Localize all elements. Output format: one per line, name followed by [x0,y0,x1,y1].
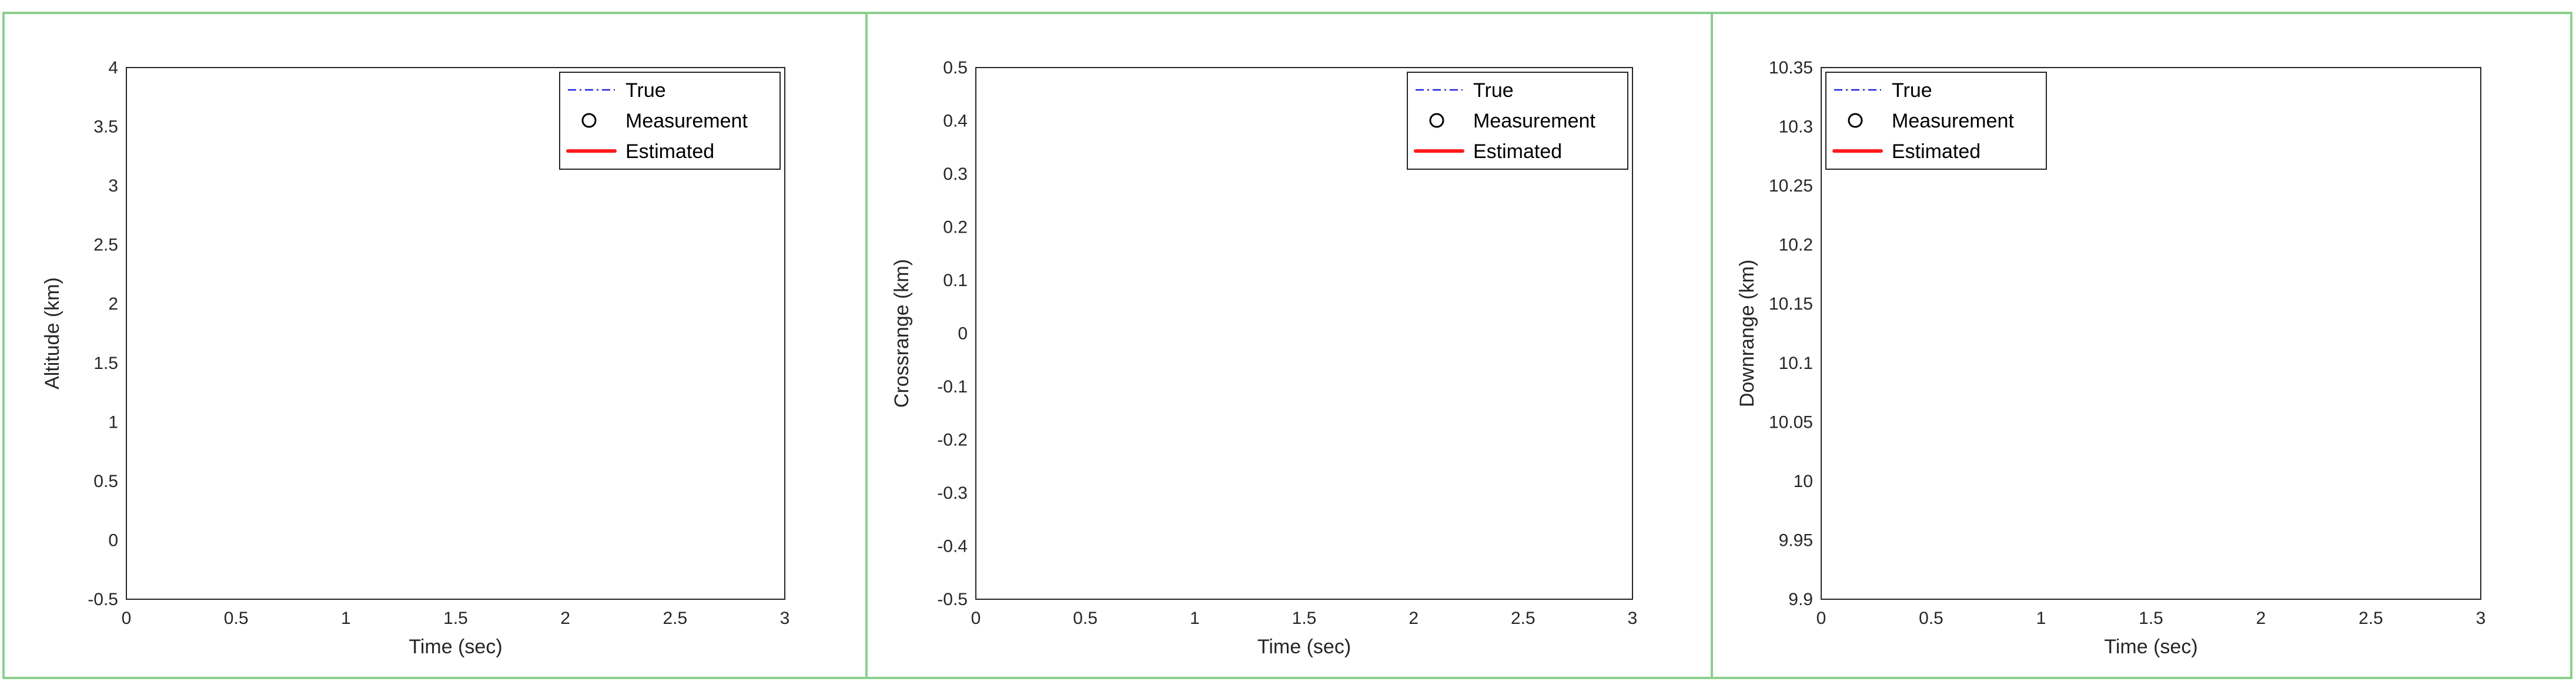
downrange-x-tick-label: 3 [2476,609,2486,628]
crossrange-x-tick-label: 1.5 [1292,609,1317,628]
downrange-y-tick-label: 10.25 [1769,176,1813,196]
downrange-x-tick-label: 1 [2036,609,2046,628]
altitude-y-tick-label: 3 [108,176,118,196]
crossrange-legend-label: Estimated [1473,140,1562,163]
downrange-x-tick-label: 2 [2256,609,2266,628]
altitude-y-tick-label: 3.5 [93,117,118,137]
altitude-x-axis-label: Time (sec) [409,636,502,658]
altitude-y-axis-label: Altitude (km) [41,277,63,389]
altitude-legend-box [559,72,781,170]
altitude-legend: True Measurement Estimated [559,72,781,170]
downrange-legend-label: Estimated [1892,140,1980,163]
altitude-y-tick-label: 0 [108,530,118,550]
crossrange-y-tick-label: -0.2 [937,431,968,450]
crossrange-y-tick-label: -0.3 [937,483,968,503]
downrange-x-tick-label: 1.5 [2139,609,2163,628]
crossrange-y-tick-label: 0.4 [943,112,968,131]
downrange-legend: True Measurement Estimated [1825,72,2047,170]
downrange-y-axis-label: Downrange (km) [1736,260,1758,407]
altitude-y-tick-label: 1 [108,412,118,432]
crossrange-y-tick-label: 0.1 [943,271,968,290]
downrange-y-tick-label: 10.15 [1769,294,1813,314]
altitude-y-tick-label: 2 [108,294,118,314]
crossrange-y-tick-label: 0.3 [943,164,968,184]
altitude-legend-label: True [625,79,666,102]
downrange-y-tick-label: 9.9 [1788,590,1813,609]
downrange-y-tick-label: 10.35 [1769,58,1813,78]
altitude-y-tick-label: 0.5 [93,472,118,491]
crossrange-chart: 0 0.5 1 1.5 2 2.5 3 -0.5 -0.4 -0.3 -0.2 -0.1 0 0.1 0.2… [891,58,1637,658]
altitude-x-tick-label: 0.5 [224,609,249,628]
crossrange-x-tick-label: 2 [1409,609,1419,628]
downrange-y-tick-label: 9.95 [1779,530,1813,550]
downrange-y-tick-label: 10.1 [1779,354,1813,373]
downrange-x-tick-label: 2.5 [2358,609,2383,628]
altitude-y-tick-label: 1.5 [93,354,118,373]
downrange-legend-label: True [1892,79,1932,102]
altitude-legend-label: Estimated [625,140,714,163]
crossrange-x-tick-label: 2.5 [1511,609,1535,628]
downrange-x-axis-label: Time (sec) [2104,636,2197,658]
altitude-x-tick-label: 0 [122,609,132,628]
crossrange-legend-label: True [1473,79,1514,102]
crossrange-x-axis-label: Time (sec) [1257,636,1351,658]
altitude-y-tick-label: 4 [108,58,118,78]
downrange-legend-measurement-marker [1848,113,1863,128]
crossrange-legend-label: Measurement [1473,110,1595,132]
crossrange-y-tick-label: -0.5 [937,590,968,609]
altitude-legend-measurement-marker [581,113,597,128]
altitude-x-tick-label: 2 [560,609,570,628]
altitude-x-tick-label: 2.5 [663,609,687,628]
downrange-y-tick-label: 10.05 [1769,412,1813,432]
crossrange-x-tick-label: 0 [971,609,981,628]
altitude-legend-label: Measurement [625,110,748,132]
downrange-y-tick-label: 10.2 [1779,236,1813,255]
downrange-legend-box [1825,72,2047,170]
crossrange-legend-measurement-marker [1429,113,1444,128]
crossrange-y-tick-label: 0.2 [943,218,968,237]
crossrange-x-tick-label: 1 [1190,609,1200,628]
crossrange-y-axis-label: Crossrange (km) [891,259,913,408]
crossrange-y-tick-label: -0.1 [937,377,968,397]
altitude-x-tick-label: 1 [341,609,351,628]
downrange-x-tick-label: 0 [1816,609,1826,628]
crossrange-x-tick-label: 0.5 [1073,609,1098,628]
downrange-y-tick-label: 10 [1794,472,1813,491]
downrange-legend-label: Measurement [1892,110,2014,132]
downrange-chart: 0 0.5 1 1.5 2 2.5 3 9.9 9.95 10 10.05 10.1 10.15 10.2… [1736,58,2486,658]
altitude-x-tick-label: 3 [780,609,790,628]
crossrange-legend-box [1407,72,1628,170]
crossrange-y-tick-label: 0.5 [943,58,968,78]
downrange-y-tick-label: 10.3 [1779,117,1813,137]
altitude-y-tick-label: -0.5 [88,590,118,609]
altitude-x-tick-label: 1.5 [443,609,468,628]
crossrange-y-tick-label: -0.4 [937,537,968,556]
downrange-x-tick-label: 0.5 [1919,609,1943,628]
crossrange-legend: True Measurement Estimated [1407,72,1628,170]
altitude-y-tick-label: 2.5 [93,236,118,255]
crossrange-y-tick-label: 0 [958,324,968,344]
crossrange-x-tick-label: 3 [1628,609,1638,628]
